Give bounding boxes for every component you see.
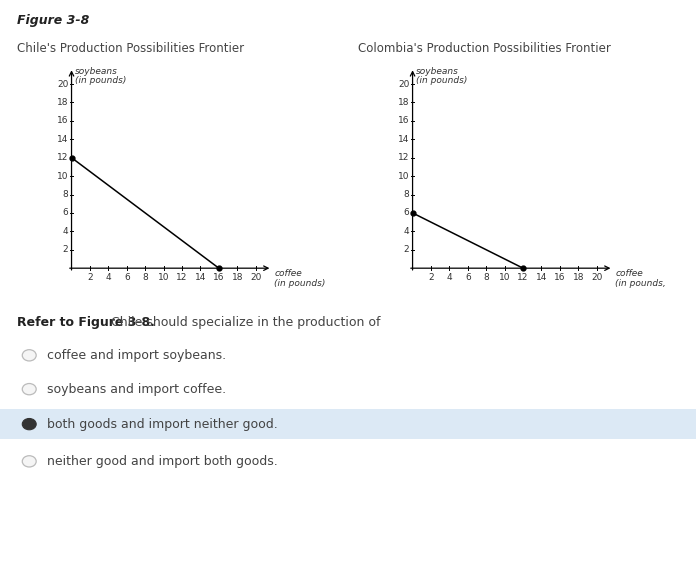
Text: 12: 12	[57, 153, 68, 162]
Text: 12: 12	[517, 273, 529, 282]
Text: Chile's Production Possibilities Frontier: Chile's Production Possibilities Frontie…	[17, 42, 244, 55]
Text: 20: 20	[250, 273, 262, 282]
Text: 8: 8	[63, 190, 68, 199]
Text: 2: 2	[87, 273, 93, 282]
Text: 4: 4	[63, 227, 68, 236]
Text: 2: 2	[63, 245, 68, 254]
Text: soybeans: soybeans	[75, 67, 118, 76]
Text: 14: 14	[536, 273, 547, 282]
Text: 20: 20	[57, 80, 68, 89]
Text: 14: 14	[195, 273, 206, 282]
Text: 8: 8	[404, 190, 409, 199]
Text: 4: 4	[447, 273, 452, 282]
Text: 14: 14	[398, 135, 409, 144]
Text: 16: 16	[398, 116, 409, 125]
Text: 10: 10	[158, 273, 169, 282]
Text: coffee and import soybeans.: coffee and import soybeans.	[47, 349, 226, 362]
Text: 4: 4	[106, 273, 111, 282]
Text: 20: 20	[591, 273, 603, 282]
Text: neither good and import both goods.: neither good and import both goods.	[47, 455, 278, 468]
Text: 16: 16	[57, 116, 68, 125]
Text: 10: 10	[57, 171, 68, 180]
Text: Chile should specialize in the production of: Chile should specialize in the productio…	[103, 316, 381, 329]
Text: 18: 18	[573, 273, 584, 282]
Text: soybeans and import coffee.: soybeans and import coffee.	[47, 382, 226, 396]
Text: 18: 18	[57, 98, 68, 107]
Text: 16: 16	[213, 273, 225, 282]
Text: 4: 4	[404, 227, 409, 236]
Text: 18: 18	[398, 98, 409, 107]
Text: (in pounds): (in pounds)	[416, 76, 468, 85]
Text: 20: 20	[398, 80, 409, 89]
Text: 6: 6	[124, 273, 129, 282]
Text: 10: 10	[398, 171, 409, 180]
Text: 6: 6	[63, 209, 68, 218]
Text: soybeans: soybeans	[416, 67, 459, 76]
Text: both goods and import neither good.: both goods and import neither good.	[47, 417, 278, 431]
Text: coffee: coffee	[615, 269, 643, 278]
Text: 2: 2	[404, 245, 409, 254]
Text: 10: 10	[499, 273, 510, 282]
Text: 8: 8	[142, 273, 148, 282]
Text: 12: 12	[176, 273, 188, 282]
Text: 16: 16	[554, 273, 566, 282]
Text: Figure 3-8: Figure 3-8	[17, 14, 90, 27]
Text: coffee: coffee	[274, 269, 302, 278]
Text: 6: 6	[465, 273, 470, 282]
Text: Colombia's Production Possibilities Frontier: Colombia's Production Possibilities Fron…	[358, 42, 611, 55]
Text: 8: 8	[483, 273, 489, 282]
Text: (in pounds,: (in pounds,	[615, 279, 666, 288]
Text: Refer to Figure 3-8.: Refer to Figure 3-8.	[17, 316, 155, 329]
Text: (in pounds): (in pounds)	[75, 76, 127, 85]
Text: 2: 2	[428, 273, 434, 282]
Text: 18: 18	[232, 273, 243, 282]
Text: 14: 14	[57, 135, 68, 144]
Text: 12: 12	[398, 153, 409, 162]
Text: 6: 6	[404, 209, 409, 218]
Text: (in pounds): (in pounds)	[274, 279, 326, 288]
